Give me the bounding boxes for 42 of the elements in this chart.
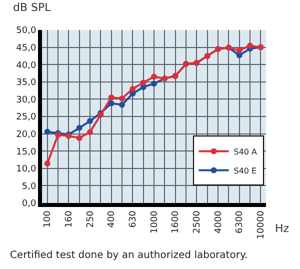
- legend-label: S40 E: [234, 166, 257, 176]
- x-tick-label: 1600: [171, 210, 182, 234]
- y-tick-label: 10,0: [16, 164, 36, 175]
- y-tick-label: 40,0: [16, 60, 36, 71]
- point: [76, 124, 82, 131]
- legend-label: S40 A: [234, 147, 258, 156]
- point: [44, 128, 50, 135]
- x-tick-label: 6300: [235, 210, 246, 234]
- text: Certified test done by an authorized laboratory.: [10, 250, 248, 261]
- x-axis-title: Hz: [275, 222, 290, 235]
- point: [247, 42, 253, 49]
- x-tick-label: 10000: [256, 210, 267, 240]
- point: [119, 96, 125, 102]
- x-tick-label: 160: [64, 210, 75, 228]
- y-tick-label: 30,0: [16, 95, 36, 106]
- y-tick-label: 0,0: [22, 199, 36, 210]
- point: [44, 160, 50, 167]
- point: [87, 129, 93, 136]
- point: [151, 74, 157, 80]
- y-tick-label: 35,0: [16, 78, 36, 88]
- x-tick-label: 400: [107, 210, 118, 228]
- x-tick-label: 4000: [214, 210, 224, 234]
- x-tick-label: 100: [43, 210, 54, 228]
- y-tick-label: 45,0: [16, 43, 36, 54]
- y-tick-label: 15,0: [16, 147, 36, 158]
- y-tick-label: 50,0: [16, 26, 36, 36]
- point: [108, 94, 114, 100]
- point: [87, 118, 93, 124]
- x-tick-label: 630: [128, 210, 139, 228]
- point: [140, 80, 146, 86]
- x-tick-label: 2500: [192, 210, 203, 234]
- point: [119, 102, 125, 108]
- y-tick-label: 25,0: [16, 112, 36, 123]
- x-tick-label: 250: [86, 210, 96, 228]
- x-tick-label: 1000: [150, 210, 160, 234]
- point: [76, 134, 82, 141]
- point: [130, 86, 136, 92]
- y-axis-title: dB SPL: [13, 1, 52, 14]
- point: [236, 47, 242, 54]
- y-tick-label: 5,0: [22, 182, 36, 192]
- point: [151, 80, 157, 87]
- y-tick-label: 20,0: [16, 130, 36, 140]
